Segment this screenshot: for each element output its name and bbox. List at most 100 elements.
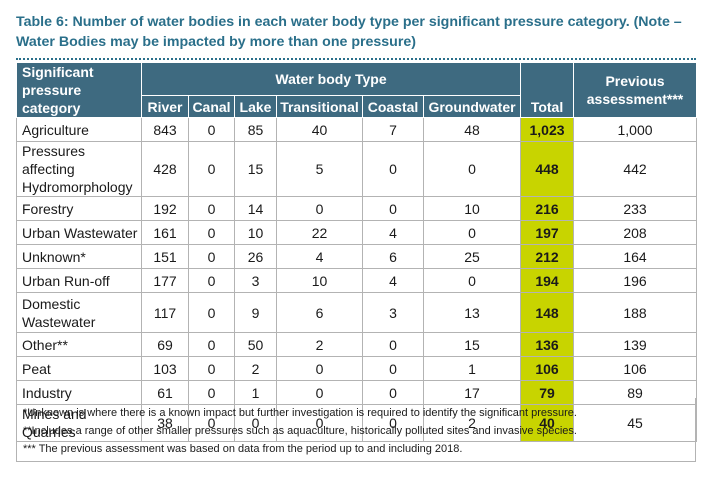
cell-total: 106 [520,356,575,381]
cell-groundwater: 15 [422,332,522,357]
table-row: Domestic Wastewater 117 0 9 6 3 13 148 1… [16,292,698,333]
table-row: Urban Wastewater 161 0 10 22 4 0 197 208 [16,220,698,245]
table-row: Industry 61 0 1 0 0 17 79 89 [16,380,698,405]
cell-river: 117 [141,292,189,333]
cell-groundwater: 17 [422,380,522,405]
footnote-previous-assessment: *** The previous assessment was based on… [23,443,463,455]
header-water-body-type: Water body Type [140,62,522,96]
cell-total: 1,023 [520,117,575,142]
header-river: River [141,95,189,118]
cell-previous: 233 [573,196,698,221]
header-groundwater: Groundwater [422,95,522,118]
cell-previous: 196 [573,268,698,293]
table-row: Unknown* 151 0 26 4 6 25 212 164 [16,244,698,269]
cell-total: 448 [520,141,575,197]
table-row: Agriculture 843 0 85 40 7 48 1,023 1,000 [16,117,698,142]
cell-total: 136 [520,332,575,357]
cell-groundwater: 0 [422,220,522,245]
cell-coastal: 0 [362,332,424,357]
cell-lake: 3 [234,268,277,293]
header-pressure-category: Significant pressure category [16,62,142,118]
row-label: Other** [16,332,142,357]
row-label: Unknown* [16,244,142,269]
cell-coastal: 6 [362,244,424,269]
header-coastal: Coastal [362,95,424,118]
cell-previous: 89 [573,380,698,405]
cell-canal: 0 [188,196,235,221]
cell-river: 38 [141,404,189,442]
cell-coastal: 4 [362,220,424,245]
header-total: Total [520,62,575,118]
cell-total: 216 [520,196,575,221]
cell-canal: 0 [188,244,235,269]
cell-transitional: 2 [276,332,363,357]
table-row: Urban Run-off 177 0 3 10 4 0 194 196 [16,268,698,293]
cell-lake: 2 [234,356,277,381]
table-caption: Table 6: Number of water bodies in each … [16,14,682,50]
row-label: Domestic Wastewater [16,292,142,333]
cell-transitional: 0 [276,196,363,221]
cell-groundwater: 25 [422,244,522,269]
cell-coastal: 3 [362,292,424,333]
cell-canal: 0 [188,117,235,142]
cell-river: 151 [141,244,189,269]
cell-lake: 9 [234,292,277,333]
cell-transitional: 22 [276,220,363,245]
row-label: Pressures affecting Hydromorphology [16,141,142,197]
cell-canal: 0 [188,268,235,293]
cell-coastal: 4 [362,268,424,293]
cell-canal: 0 [188,141,235,197]
cell-canal: 0 [188,220,235,245]
cell-groundwater: 0 [422,268,522,293]
cell-groundwater: 0 [422,141,522,197]
cell-lake: 0 [234,404,277,442]
table-row: Mines and Quarries 38 0 0 0 0 2 40 45 [16,404,698,442]
header-transitional: Transitional [276,95,363,118]
cell-canal: 0 [188,332,235,357]
cell-river: 61 [141,380,189,405]
cell-previous: 208 [573,220,698,245]
cell-previous: 139 [573,332,698,357]
cell-river: 177 [141,268,189,293]
cell-lake: 50 [234,332,277,357]
cell-total: 212 [520,244,575,269]
row-label: Mines and Quarries [16,404,142,442]
cell-lake: 15 [234,141,277,197]
cell-groundwater: 2 [422,404,522,442]
cell-river: 161 [141,220,189,245]
cell-coastal: 0 [362,404,424,442]
cell-transitional: 4 [276,244,363,269]
cell-previous: 45 [573,404,698,442]
cell-canal: 0 [188,356,235,381]
cell-groundwater: 10 [422,196,522,221]
cell-lake: 85 [234,117,277,142]
cell-river: 192 [141,196,189,221]
cell-coastal: 7 [362,117,424,142]
cell-river: 843 [141,117,189,142]
table-row: Other** 69 0 50 2 0 15 136 139 [16,332,698,357]
table-footnotes: *Unknown is where there is a known impac… [16,398,696,462]
cell-groundwater: 13 [422,292,522,333]
cell-total: 197 [520,220,575,245]
table-row: Peat 103 0 2 0 0 1 106 106 [16,356,698,381]
row-label: Agriculture [16,117,142,142]
cell-coastal: 0 [362,141,424,197]
cell-coastal: 0 [362,356,424,381]
cell-river: 428 [141,141,189,197]
cell-river: 103 [141,356,189,381]
cell-transitional: 5 [276,141,363,197]
footnote-unknown: *Unknown is where there is a known impac… [23,407,577,419]
caption-divider [16,58,696,60]
cell-transitional: 0 [276,356,363,381]
cell-total: 194 [520,268,575,293]
cell-groundwater: 48 [422,117,522,142]
cell-previous: 164 [573,244,698,269]
cell-lake: 10 [234,220,277,245]
cell-transitional: 40 [276,117,363,142]
footnote-other: **Includes a range of other smaller pres… [23,425,577,437]
cell-canal: 0 [188,404,235,442]
row-label: Industry [16,380,142,405]
cell-groundwater: 1 [422,356,522,381]
row-label: Urban Wastewater [16,220,142,245]
